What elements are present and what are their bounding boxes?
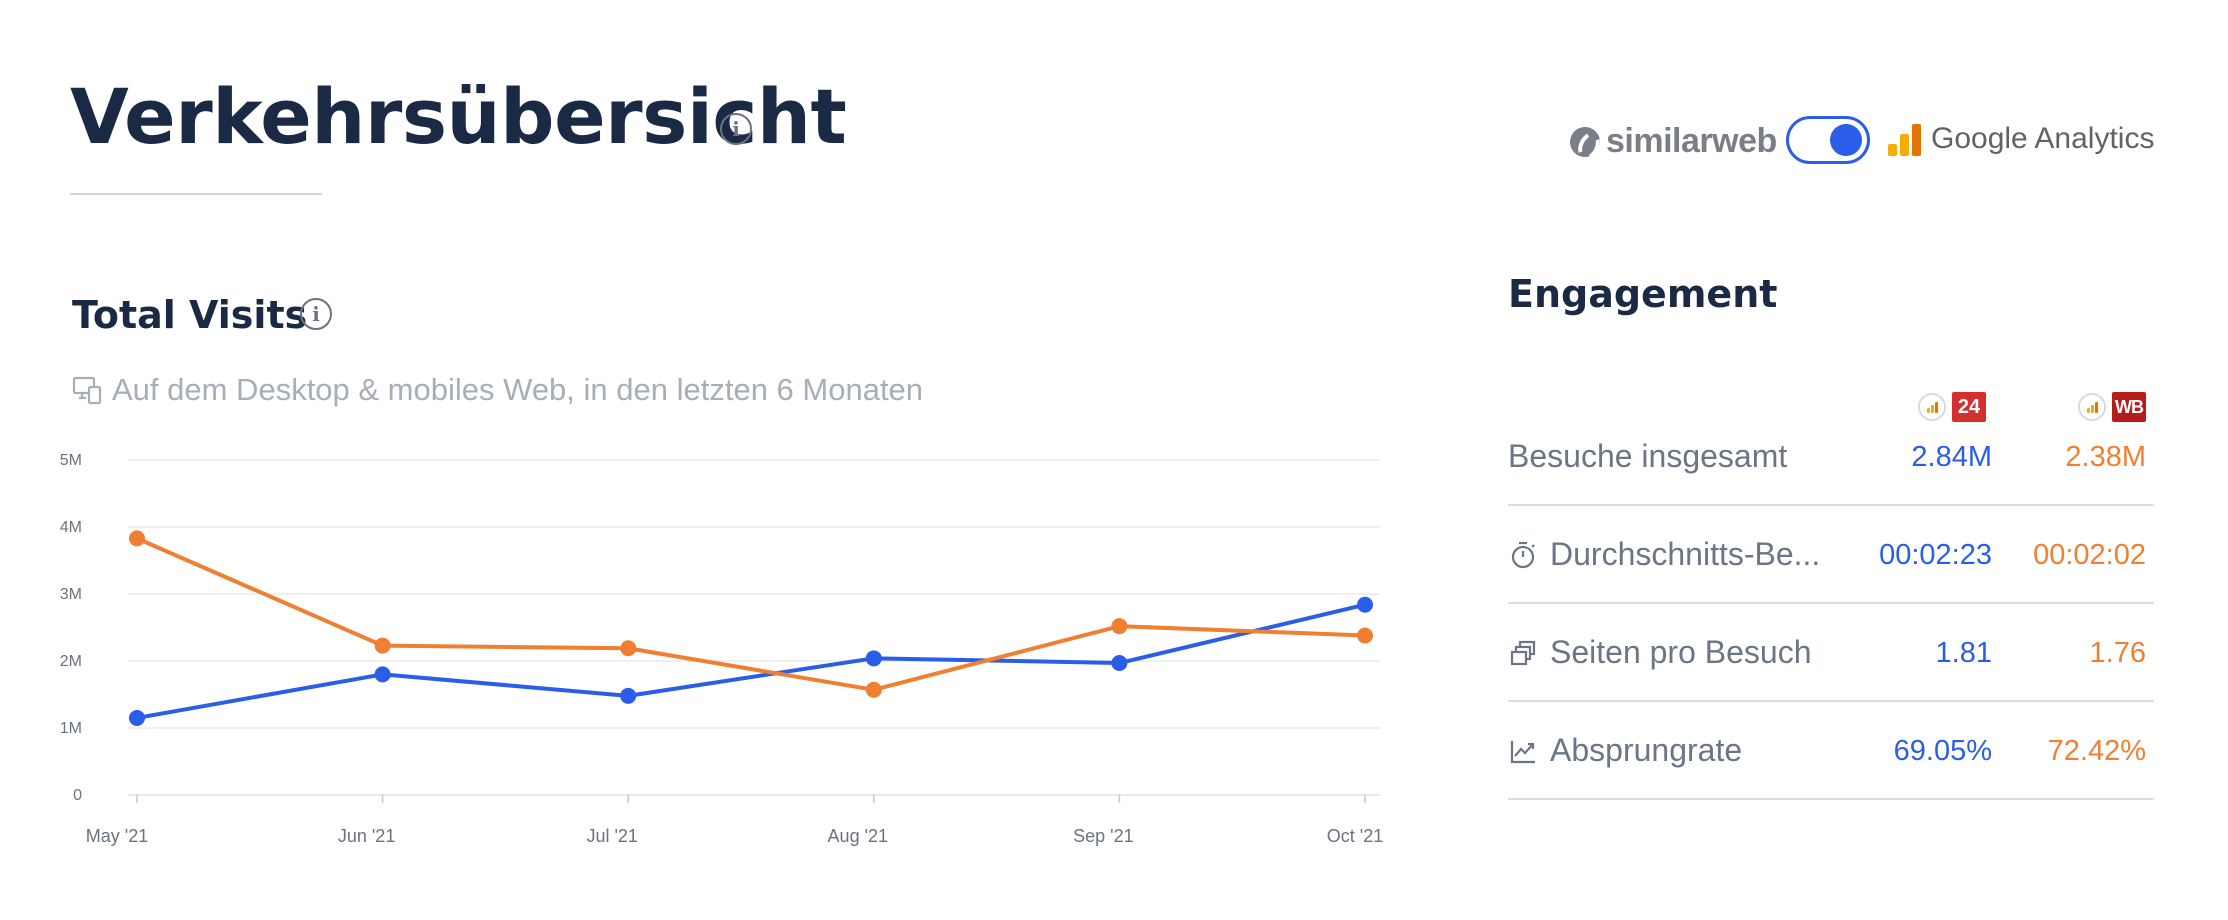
engagement-row-visits: Besuche insgesamt 2.84M 2.38M xyxy=(1508,406,2154,506)
site-logo-icon: WB xyxy=(2112,392,2146,422)
series-line-1 xyxy=(136,602,1366,720)
stopwatch-icon xyxy=(1511,541,1535,568)
google-analytics-mini-icon xyxy=(2078,393,2106,421)
y-tick-label: 3M xyxy=(60,586,82,603)
similarweb-logo-text: similarweb xyxy=(1606,122,1777,160)
bounce-icon xyxy=(1510,740,1535,763)
series-point-1 xyxy=(865,650,882,667)
row-label-text: Besuche insgesamt xyxy=(1508,438,1788,474)
row-value-site-1: 1.81 xyxy=(1935,637,1992,669)
row-label-text: Absprungrate xyxy=(1550,732,1743,768)
series-line-2 xyxy=(136,536,1366,692)
y-tick-label: 5M xyxy=(60,452,82,469)
google-analytics-logo: Google Analytics xyxy=(1888,122,2154,156)
x-tick-label: Jul '21 xyxy=(586,826,637,846)
pages-icon xyxy=(1510,640,1536,665)
y-tick-label: 4M xyxy=(60,519,82,536)
title-divider xyxy=(70,193,322,195)
total-visits-subtitle: Auf dem Desktop & mobiles Web, in den le… xyxy=(72,372,923,408)
column-head-site-2: WB xyxy=(2078,392,2146,422)
series-point-1 xyxy=(620,687,637,704)
info-icon[interactable]: i xyxy=(720,113,752,145)
google-analytics-icon xyxy=(1888,124,1921,156)
engagement-row-bounce: Absprungrate 69.05% 72.42% xyxy=(1508,700,2154,800)
data-source-toggle[interactable] xyxy=(1786,116,1870,164)
toggle-knob xyxy=(1830,124,1862,156)
x-tick-label: Jun '21 xyxy=(338,826,395,846)
series-point-1 xyxy=(1111,655,1128,672)
devices-icon xyxy=(72,376,102,405)
series-point-2 xyxy=(374,637,391,654)
series-point-2 xyxy=(620,640,637,657)
page-title-text: Verkehrsübersicht xyxy=(70,72,847,161)
row-value-site-1: 2.84M xyxy=(1911,441,1992,473)
similarweb-logo-icon xyxy=(1570,126,1600,157)
site-logo-icon: 24 xyxy=(1952,392,1986,422)
series-point-2 xyxy=(865,681,882,698)
engagement-row-pages: Seiten pro Besuch 1.81 1.76 xyxy=(1508,602,2154,702)
x-tick-label: Aug '21 xyxy=(828,826,889,846)
y-tick-label: 1M xyxy=(60,720,82,737)
total-visits-title: Total Visits xyxy=(72,293,308,337)
row-value-site-2: 1.76 xyxy=(2089,637,2146,669)
series-point-1 xyxy=(129,709,145,726)
total-visits-info-icon[interactable]: i xyxy=(300,298,332,330)
subtitle-text: Auf dem Desktop & mobiles Web, in den le… xyxy=(112,372,924,407)
row-label: Absprungrate xyxy=(1508,732,1742,769)
row-label: Besuche insgesamt xyxy=(1508,438,1787,475)
series-point-2 xyxy=(1357,627,1373,644)
row-value-site-2: 00:02:02 xyxy=(2033,539,2146,571)
y-tick-label: 2M xyxy=(60,653,82,670)
row-label-text: Seiten pro Besuch xyxy=(1550,634,1812,670)
row-value-site-2: 2.38M xyxy=(2065,441,2146,473)
series-point-2 xyxy=(1111,618,1128,635)
y-tick-label: 0 xyxy=(73,787,82,804)
row-value-site-1: 69.05% xyxy=(1893,735,1992,767)
google-analytics-text: Google Analytics xyxy=(1931,122,2155,155)
series-point-1 xyxy=(374,666,391,683)
row-label-text: Durchschnitts-Be... xyxy=(1550,536,1821,572)
x-tick-label: May '21 xyxy=(86,826,148,846)
total-visits-chart: 0 1M 2M 3M 4M 5M May '21 Jun '21 Jul '21 Aug '21 S… xyxy=(60,452,1383,846)
series-point-2 xyxy=(129,530,145,547)
row-label: Durchschnitts-Be... xyxy=(1508,536,1820,573)
x-tick-label: Oct '21 xyxy=(1327,826,1383,846)
row-value-site-2: 72.42% xyxy=(2047,735,2146,767)
series-point-1 xyxy=(1357,596,1373,613)
page-title: Verkehrsübersicht xyxy=(70,72,847,161)
similarweb-logo: similarweb xyxy=(1570,122,1777,161)
google-analytics-mini-icon xyxy=(1918,393,1946,421)
row-label: Seiten pro Besuch xyxy=(1508,634,1812,671)
engagement-title: Engagement xyxy=(1508,272,1778,316)
column-head-site-1: 24 xyxy=(1918,392,1986,422)
x-tick-label: Sep '21 xyxy=(1073,826,1134,846)
engagement-row-duration: Durchschnitts-Be... 00:02:23 00:02:02 xyxy=(1508,504,2154,604)
row-value-site-1: 00:02:23 xyxy=(1879,539,1992,571)
